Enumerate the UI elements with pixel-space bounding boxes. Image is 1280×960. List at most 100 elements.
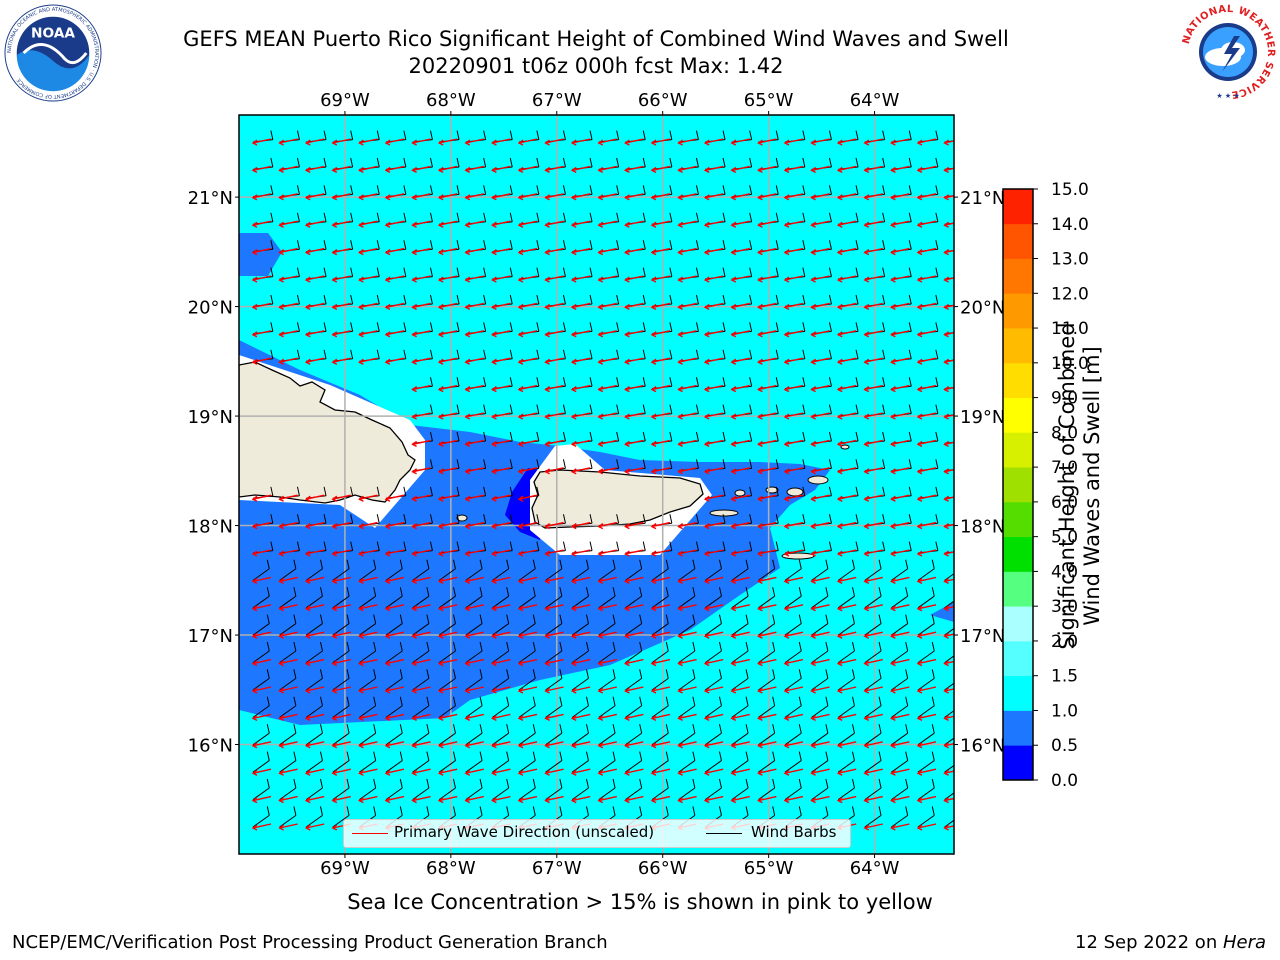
- wind-barb-flag: [962, 268, 964, 277]
- wind-barb-flag: [695, 377, 699, 387]
- wind-barb: [438, 732, 456, 746]
- wave-arrowhead: [411, 714, 418, 722]
- wave-direction-arrow: [758, 247, 777, 254]
- wave-direction-arrow: [572, 686, 591, 692]
- wave-direction-arrow: [332, 768, 351, 774]
- map-legend: Primary Wave Direction (unscaled) Wind B…: [343, 819, 851, 848]
- wind-barb-flag: [665, 751, 669, 761]
- wind-barb-flag: [296, 185, 300, 195]
- wave-direction-arrow: [545, 193, 564, 199]
- wave-direction-swatch: [352, 833, 388, 834]
- wave-direction-arrow: [545, 631, 564, 637]
- wave-direction-arrow: [545, 384, 564, 391]
- wind-barb-flag: [612, 641, 616, 652]
- wind-barb-flag: [775, 212, 779, 222]
- wind-barb-flag: [532, 806, 536, 816]
- wave-arrowhead: [650, 386, 657, 393]
- wind-barb-flag: [749, 130, 753, 140]
- wind-barb-flag: [935, 157, 939, 168]
- wave-direction-arrow: [572, 247, 591, 254]
- wave-arrowhead: [384, 358, 391, 365]
- wave-arrowhead: [544, 249, 551, 256]
- wind-barb: [279, 760, 297, 773]
- wave-direction-arrow: [598, 439, 617, 446]
- wind-barb-flag: [266, 806, 270, 816]
- wind-barb-flag: [373, 614, 377, 624]
- wind-barb-flag: [429, 349, 433, 359]
- wind-barb-flag: [403, 212, 407, 222]
- wave-direction-arrow: [731, 412, 750, 418]
- wave-arrowhead: [437, 550, 444, 557]
- wind-barb-flag: [882, 322, 886, 332]
- wind-barb-flag: [775, 240, 779, 250]
- wave-arrowhead: [251, 276, 258, 283]
- wave-arrowhead: [943, 769, 950, 776]
- wave-arrowhead: [677, 249, 684, 256]
- wind-barb-flag: [642, 157, 646, 168]
- wind-barb: [385, 595, 403, 609]
- wind-barb-flag: [616, 322, 620, 332]
- wave-arrowhead: [411, 797, 418, 804]
- wind-barb-flag: [802, 486, 806, 496]
- lat-label-right: 17°N: [960, 626, 1005, 647]
- wave-direction-arrow: [625, 768, 644, 774]
- wave-direction-arrow: [492, 357, 511, 363]
- wind-barb-flag: [452, 696, 456, 706]
- wind-barb: [598, 623, 616, 636]
- wave-arrowhead: [757, 660, 763, 667]
- lon-label-top: 67°W: [532, 90, 582, 111]
- wave-arrowhead: [703, 249, 710, 256]
- wave-direction-arrow: [731, 795, 750, 802]
- wave-arrowhead: [916, 276, 923, 283]
- wind-barb: [438, 650, 456, 664]
- wave-direction-arrow: [492, 275, 511, 281]
- wind-barb: [837, 787, 855, 801]
- wind-barb-flag: [346, 696, 350, 706]
- wave-direction-arrow: [545, 686, 564, 692]
- wind-barb-flag: [509, 130, 513, 140]
- wind-barb-flag: [293, 724, 297, 734]
- wind-barb-flag: [775, 294, 779, 305]
- wind-barb-flag: [639, 724, 643, 734]
- wind-barb: [704, 568, 722, 581]
- wind-barb-flag: [376, 294, 380, 305]
- wave-direction-arrow: [412, 795, 431, 802]
- wind-barb-flag: [772, 778, 776, 789]
- wind-barb-flag: [775, 514, 779, 524]
- wind-barb-flag: [695, 541, 699, 551]
- wind-barb-flag: [695, 459, 699, 469]
- wave-direction-arrow: [678, 330, 697, 336]
- wave-direction-arrow: [359, 631, 378, 637]
- wind-barb-flag: [403, 185, 407, 195]
- wind-barb-flag: [589, 431, 593, 442]
- wind-barb-flag: [506, 696, 510, 706]
- wave-direction-arrow: [891, 193, 910, 199]
- wave-arrowhead: [783, 358, 790, 365]
- wave-direction-arrow: [279, 713, 298, 720]
- wind-barb-flag: [802, 431, 806, 442]
- wind-barb-flag: [722, 185, 726, 195]
- wave-arrowhead: [491, 495, 497, 502]
- wind-barb-flag: [456, 130, 460, 140]
- wave-arrowhead: [810, 358, 817, 365]
- wave-arrowhead: [331, 331, 338, 338]
- wind-barb-flag: [616, 459, 620, 469]
- wave-arrowhead: [650, 194, 657, 201]
- wind-barb-flag: [373, 587, 377, 597]
- wind-barb-flag: [589, 459, 593, 469]
- wave-direction-arrow: [758, 275, 777, 281]
- wave-arrowhead: [677, 331, 684, 338]
- wave-direction-arrow: [252, 549, 272, 555]
- wind-barb: [438, 787, 456, 801]
- wind-barb: [891, 814, 908, 828]
- wind-barb: [598, 568, 616, 581]
- wind-barb-flag: [559, 559, 563, 569]
- colorbar-segment: [1003, 223, 1033, 259]
- wind-barb: [305, 568, 323, 581]
- wind-barb-flag: [828, 377, 832, 387]
- wave-direction-arrow: [306, 604, 325, 610]
- wind-barb-flag: [483, 267, 487, 277]
- wind-barb-flag: [802, 240, 806, 250]
- wind-barb-flag: [882, 459, 886, 469]
- wave-direction-arrow: [891, 741, 910, 747]
